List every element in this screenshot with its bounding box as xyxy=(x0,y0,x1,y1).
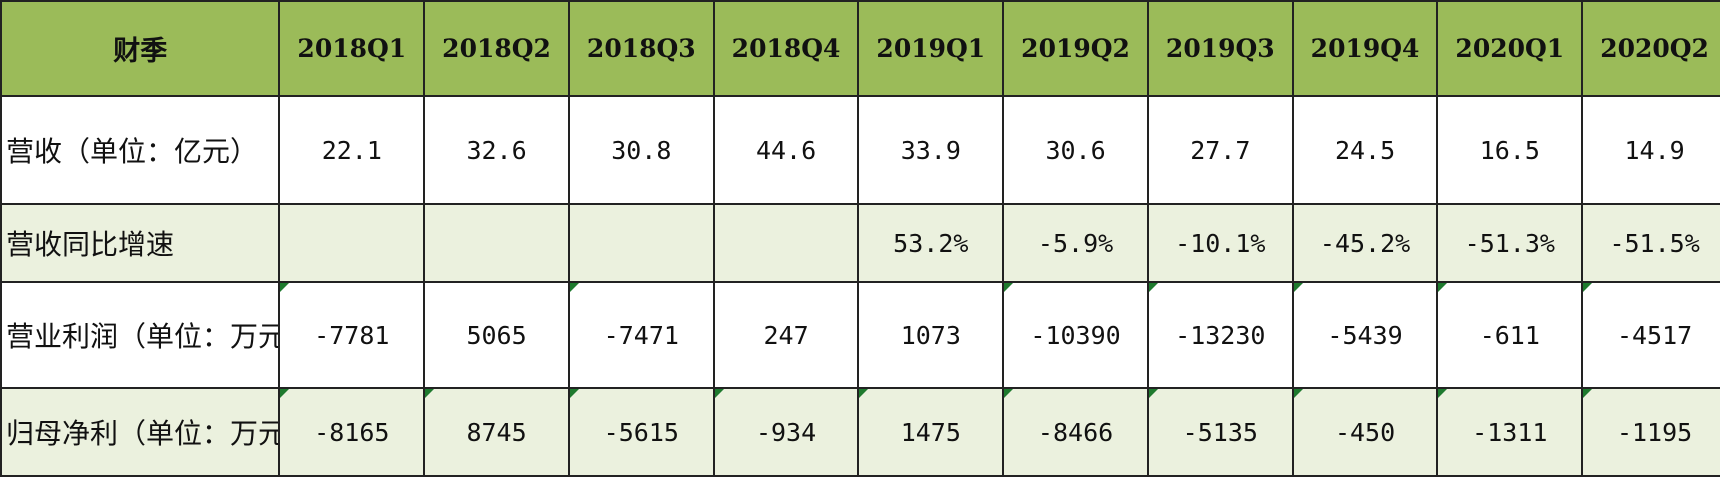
column-header[interactable]: 2019Q4 xyxy=(1291,0,1439,97)
comment-marker-icon xyxy=(1294,284,1303,292)
table-cell[interactable]: 5065 xyxy=(423,281,570,389)
cell-value: 8745 xyxy=(466,417,527,447)
cell-value: -5439 xyxy=(1327,320,1403,350)
table-cell[interactable]: -7471 xyxy=(567,281,715,389)
column-header[interactable]: 2018Q4 xyxy=(712,0,860,97)
table-cell[interactable]: 30.8 xyxy=(567,95,715,205)
cell-value: -5615 xyxy=(603,417,679,447)
column-header[interactable]: 2018Q2 xyxy=(423,0,570,97)
table-cell[interactable]: -1195 xyxy=(1581,387,1720,477)
row-label-operating-profit[interactable]: 营业利润（单位：万元） xyxy=(0,281,281,389)
row-label-net-profit[interactable]: 归母净利（单位：万元） xyxy=(0,387,281,477)
table-cell[interactable]: -611 xyxy=(1436,281,1584,389)
comment-marker-icon xyxy=(1005,284,1014,292)
comment-marker-icon xyxy=(1439,284,1448,292)
cell-value: -1311 xyxy=(1472,417,1548,447)
table-cell[interactable]: -51.5% xyxy=(1581,203,1720,283)
table-cell[interactable]: -10.1% xyxy=(1146,203,1294,283)
cell-value: -450 xyxy=(1334,417,1396,447)
comment-marker-icon xyxy=(1294,390,1303,398)
table-cell[interactable]: 53.2% xyxy=(857,203,1005,283)
row-label-revenue[interactable]: 营收（单位：亿元） xyxy=(0,95,281,205)
comment-marker-icon xyxy=(1149,284,1158,292)
column-header[interactable]: 2020Q2 xyxy=(1581,0,1720,97)
column-header[interactable]: 2019Q3 xyxy=(1146,0,1294,97)
cell-value: 1073 xyxy=(900,320,961,350)
comment-marker-icon xyxy=(1005,390,1014,398)
cell-value: -8466 xyxy=(1037,417,1114,447)
table-cell[interactable]: 247 xyxy=(712,281,860,389)
cell-value: 247 xyxy=(763,320,809,350)
table-cell[interactable]: -8165 xyxy=(278,387,426,477)
table-cell[interactable]: -5439 xyxy=(1291,281,1439,389)
table-cell[interactable]: -5.9% xyxy=(1002,203,1149,283)
table-cell[interactable] xyxy=(567,203,715,283)
table-cell[interactable]: -13230 xyxy=(1146,281,1294,389)
column-header[interactable]: 2019Q2 xyxy=(1002,0,1149,97)
comment-marker-icon xyxy=(570,390,579,398)
table-cell[interactable]: -934 xyxy=(712,387,860,477)
table-cell[interactable]: -5135 xyxy=(1146,387,1294,477)
table-cell[interactable]: -8466 xyxy=(1002,387,1149,477)
cell-value: 1475 xyxy=(900,417,961,447)
row-label-revenue-growth[interactable]: 营收同比增速 xyxy=(0,203,281,283)
table-cell[interactable]: 22.1 xyxy=(278,95,426,205)
table-cell[interactable]: 24.5 xyxy=(1291,95,1439,205)
column-header[interactable]: 2018Q1 xyxy=(278,0,426,97)
comment-marker-icon xyxy=(1149,390,1158,398)
cell-value: -7781 xyxy=(314,320,390,350)
table-cell[interactable]: 33.9 xyxy=(857,95,1005,205)
comment-marker-icon xyxy=(426,390,435,398)
cell-value: -13230 xyxy=(1175,320,1266,350)
column-header[interactable]: 2019Q1 xyxy=(857,0,1005,97)
table-cell[interactable]: 32.6 xyxy=(423,95,570,205)
table-cell[interactable]: -5615 xyxy=(567,387,715,477)
cell-value: -7471 xyxy=(603,320,679,350)
table-cell[interactable]: 1475 xyxy=(857,387,1005,477)
table-cell[interactable]: 30.6 xyxy=(1002,95,1149,205)
comment-marker-icon xyxy=(281,390,290,398)
table-cell[interactable]: 14.9 xyxy=(1581,95,1720,205)
comment-marker-icon xyxy=(1439,390,1448,398)
cell-value: -8165 xyxy=(314,417,390,447)
table-cell[interactable]: -1311 xyxy=(1436,387,1584,477)
column-header[interactable]: 2018Q3 xyxy=(567,0,715,97)
table-cell[interactable]: 16.5 xyxy=(1436,95,1584,205)
cell-value: -4517 xyxy=(1616,320,1693,350)
comment-marker-icon xyxy=(570,284,579,292)
column-header-quarter[interactable]: 财季 xyxy=(0,0,281,97)
table-cell[interactable]: -450 xyxy=(1291,387,1439,477)
table-cell[interactable] xyxy=(712,203,860,283)
comment-marker-icon xyxy=(1584,284,1593,292)
table-cell[interactable]: -10390 xyxy=(1002,281,1149,389)
header-row: 财季 2018Q1 2018Q2 2018Q3 2018Q4 2019Q1 20… xyxy=(0,0,1720,97)
comment-marker-icon xyxy=(1584,390,1593,398)
row-operating-profit: 营业利润（单位：万元） -7781 5065 -7471 247 1073 -1… xyxy=(0,281,1720,389)
row-revenue: 营收（单位：亿元） 22.1 32.6 30.8 44.6 33.9 30.6 … xyxy=(0,95,1720,205)
table-cell[interactable]: -51.3% xyxy=(1436,203,1584,283)
table-cell[interactable]: -7781 xyxy=(278,281,426,389)
table-cell[interactable]: -4517 xyxy=(1581,281,1720,389)
cell-value: -10390 xyxy=(1030,320,1121,350)
cell-value: -5135 xyxy=(1182,417,1258,447)
cell-value: -1195 xyxy=(1616,417,1693,447)
table-cell[interactable]: 8745 xyxy=(423,387,570,477)
comment-marker-icon xyxy=(860,390,869,398)
table-cell[interactable]: -45.2% xyxy=(1291,203,1439,283)
table-cell[interactable]: 27.7 xyxy=(1146,95,1294,205)
column-header[interactable]: 2020Q1 xyxy=(1436,0,1584,97)
cell-value: -611 xyxy=(1479,320,1540,350)
table-cell[interactable] xyxy=(278,203,426,283)
table-cell[interactable] xyxy=(423,203,570,283)
comment-marker-icon xyxy=(281,284,290,292)
comment-marker-icon xyxy=(715,390,724,398)
cell-value: -934 xyxy=(755,417,817,447)
table-cell[interactable]: 44.6 xyxy=(712,95,860,205)
row-revenue-growth: 营收同比增速 53.2% -5.9% -10.1% -45.2% -51.3% … xyxy=(0,203,1720,283)
cell-value: 5065 xyxy=(466,320,527,350)
table-cell[interactable]: 1073 xyxy=(857,281,1005,389)
row-net-profit: 归母净利（单位：万元） -8165 8745 -5615 -934 1475 -… xyxy=(0,387,1720,477)
